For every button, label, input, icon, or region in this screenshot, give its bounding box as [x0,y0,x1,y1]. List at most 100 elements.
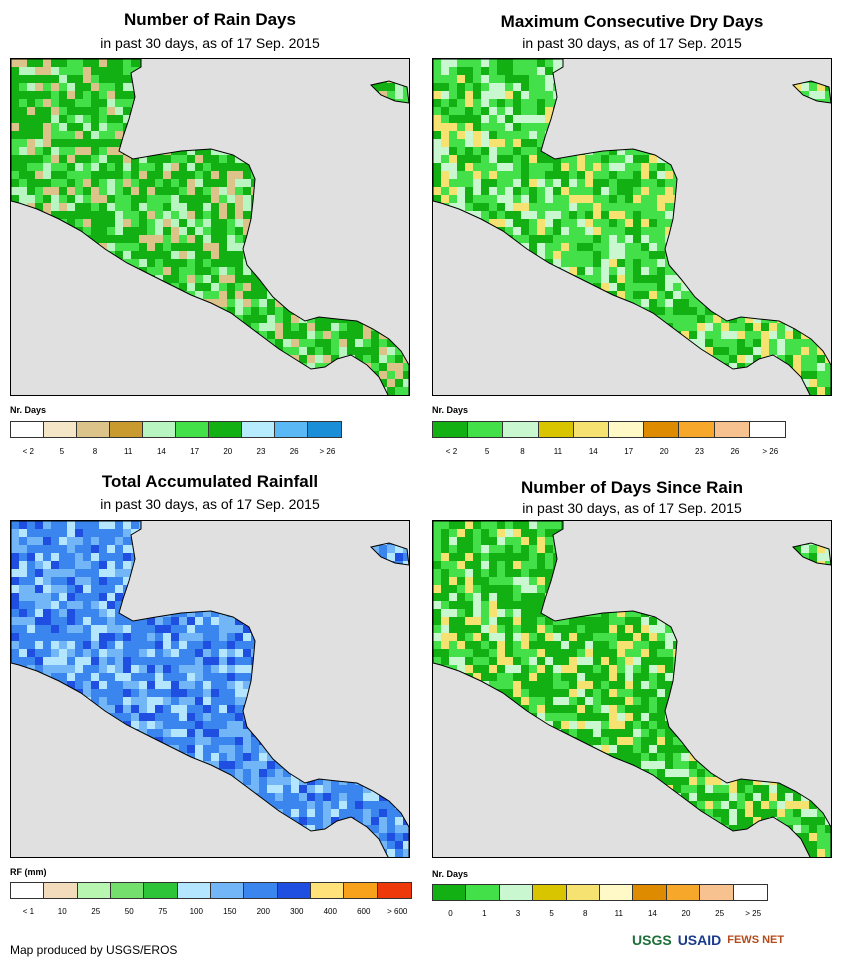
map-days-since-rain[interactable] [432,520,832,858]
legend-tick-label: 26 [730,447,740,456]
legend-unit: RF (mm) [10,867,47,877]
legend-swatch [700,885,734,900]
legend-swatch [644,422,680,437]
legend-tick-label: 3 [515,909,521,918]
panel-subtitle: in past 30 days, as of 17 Sep. 2015 [522,35,742,51]
legend-tick-label: 200 [256,907,270,916]
map-grid-cells [11,521,409,857]
legend-swatch [308,422,341,437]
legend-swatch [377,883,411,898]
legend-tick-label: 75 [158,907,168,916]
legend-swatch [11,422,44,437]
legend-swatch [310,883,345,898]
legend-tick-label: 14 [588,447,598,456]
legend-tick-label: 11 [614,909,623,918]
legend-swatch [566,885,601,900]
legend-swatch [600,885,634,900]
legend-swatch [733,885,768,900]
legend-swatch [679,422,715,437]
logo-row: USGS USAID FEWS NET [632,932,784,948]
legend-tick-label: 25 [715,909,725,918]
panel-subtitle: in past 30 days, as of 17 Sep. 2015 [522,500,742,516]
coastline [11,521,409,857]
coastline [792,542,831,566]
legend-tick-label: > 26 [762,447,779,456]
legend-tick-label: 20 [681,909,691,918]
legend-tick-label: < 2 [445,447,458,456]
legend-swatch [44,422,77,437]
coastline [370,80,409,104]
credit-text: Map produced by USGS/EROS [10,943,178,957]
legend-tick-label: 100 [189,907,203,916]
legend-unit: Nr. Days [432,869,469,879]
legend-tick-label: 50 [124,907,134,916]
panel-title: Number of Days Since Rain [520,478,743,497]
legend-tick-label: > 25 [745,909,762,918]
legend-bar [432,884,768,901]
legend-tick-label: 20 [223,447,233,456]
legend-swatch [144,883,178,898]
legend-tick-label: 25 [91,907,101,916]
panel-dry-days: Maximum Consecutive Dry Days in past 30 … [432,0,832,470]
legend-swatch [277,883,311,898]
coastline [433,521,831,857]
legend-swatch [666,885,701,900]
legend-tick-label: 14 [156,447,166,456]
legend-swatch [244,883,278,898]
fews-net-logo: FEWS NET [727,934,785,946]
coastline [370,542,409,566]
legend-swatch [609,422,645,437]
legend-tick-label: < 1 [22,907,35,916]
legend-swatch [499,885,534,900]
legend-tick-label: 11 [124,447,133,456]
legend-tick-label: 150 [223,907,237,916]
legend-tick-label: 23 [256,447,266,456]
legend-bar [10,421,342,438]
legend-tick-label: 5 [484,447,490,456]
legend-bar [432,421,786,438]
usgs-logo: USGS [632,932,672,948]
panel-title: Maximum Consecutive Dry Days [500,12,764,31]
legend-tick-label: 17 [190,447,200,456]
legend-swatch [110,422,143,437]
legend-swatch [143,422,176,437]
map-svg [433,521,831,857]
legend-swatch [749,422,786,437]
legend-tick-label: 300 [290,907,304,916]
legend-tick-label: 10 [57,907,67,916]
legend-tick-label: > 600 [387,907,408,916]
coastline [11,59,409,395]
legend-swatch [344,883,378,898]
map-total-rainfall[interactable] [10,520,410,858]
legend-swatch [633,885,667,900]
legend-tick-label: 1 [482,909,487,918]
legend-tick-label: 20 [659,447,669,456]
panel-rain-days: Number of Rain Days in past 30 days, as … [10,0,410,470]
coastline [433,59,831,395]
legend-tick-label: 8 [92,447,98,456]
map-grid-cells [433,59,831,395]
map-dry-days[interactable] [432,58,832,396]
legend-swatch [242,422,275,437]
legend-swatch [503,422,539,437]
usaid-logo: USAID [677,932,722,948]
map-svg [433,59,831,395]
legend-swatch [77,883,111,898]
legend-swatch [573,422,610,437]
legend-unit: Nr. Days [432,405,469,415]
map-svg [11,521,409,857]
legend-tick-label: > 26 [319,447,336,456]
legend-tick-label: < 2 [22,447,34,456]
legend-tick-label: 23 [695,447,704,456]
legend-tick-label: 26 [289,447,299,456]
coastline [792,80,831,104]
legend-tick-label: 400 [323,907,337,916]
legend-swatch [275,422,308,437]
legend-swatch [433,885,467,900]
panel-days-since-rain: Number of Days Since Rain in past 30 day… [432,470,832,930]
legend-swatch [77,422,110,437]
legend-tick-label: 8 [582,909,588,918]
legend-bar [10,882,412,899]
map-rain-days[interactable] [10,58,410,396]
legend-swatch [209,422,242,437]
